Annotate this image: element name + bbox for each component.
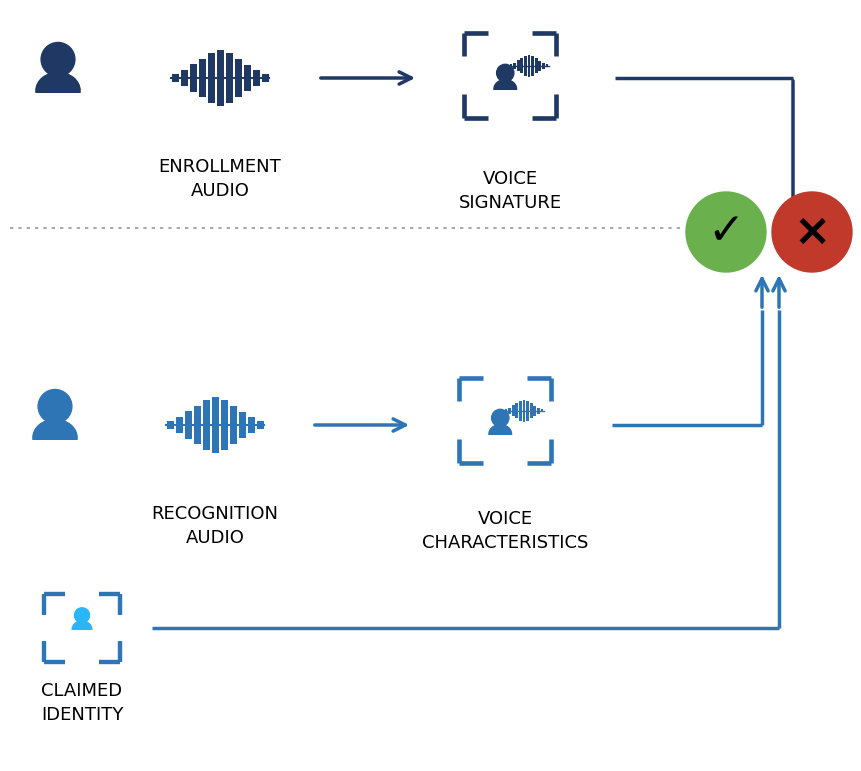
Bar <box>216 50 224 106</box>
Bar <box>171 74 178 82</box>
Bar <box>483 90 528 106</box>
Bar <box>226 53 232 103</box>
Bar <box>199 59 206 97</box>
Bar <box>546 64 548 67</box>
Bar <box>244 65 251 91</box>
Circle shape <box>686 192 766 272</box>
Bar <box>202 400 209 450</box>
Bar <box>262 74 269 82</box>
Bar <box>531 56 534 76</box>
Text: ✓: ✓ <box>708 210 745 254</box>
Bar <box>523 399 525 422</box>
Bar <box>176 417 183 433</box>
Text: VOICE
SIGNATURE: VOICE SIGNATURE <box>458 170 561 211</box>
Bar <box>533 406 536 416</box>
Bar <box>247 417 255 433</box>
Bar <box>511 406 515 416</box>
Bar <box>519 401 522 421</box>
Bar <box>220 400 227 450</box>
Ellipse shape <box>489 425 511 443</box>
Text: ENROLLMENT
AUDIO: ENROLLMENT AUDIO <box>158 158 282 200</box>
Bar <box>528 55 530 77</box>
Circle shape <box>75 608 90 623</box>
Bar <box>208 53 214 103</box>
Bar <box>517 60 520 72</box>
Circle shape <box>492 409 509 426</box>
Bar <box>234 59 241 97</box>
Bar <box>520 58 523 73</box>
Text: RECOGNITION
AUDIO: RECOGNITION AUDIO <box>152 505 278 547</box>
Bar <box>541 409 543 412</box>
Bar <box>230 406 237 444</box>
Bar <box>535 58 537 73</box>
Bar <box>538 61 542 71</box>
Circle shape <box>41 42 75 76</box>
Bar <box>537 408 540 414</box>
Bar <box>11 440 99 471</box>
Bar <box>252 70 259 86</box>
Bar <box>166 421 174 429</box>
Circle shape <box>38 389 72 423</box>
Ellipse shape <box>36 72 80 109</box>
Ellipse shape <box>72 621 92 638</box>
Bar <box>184 411 191 439</box>
Circle shape <box>772 192 852 272</box>
Bar <box>530 403 533 419</box>
Bar <box>542 62 545 69</box>
Bar <box>526 401 529 421</box>
Bar <box>181 70 188 86</box>
Bar <box>478 436 523 451</box>
Bar <box>14 93 102 124</box>
Bar <box>62 631 102 644</box>
Ellipse shape <box>494 79 517 98</box>
Circle shape <box>497 64 514 82</box>
Bar <box>510 64 512 67</box>
Bar <box>508 408 511 414</box>
Text: CLAIMED
IDENTITY: CLAIMED IDENTITY <box>40 682 123 724</box>
Bar <box>513 62 516 69</box>
Bar <box>524 56 527 76</box>
Ellipse shape <box>33 419 77 456</box>
Bar <box>189 64 196 92</box>
Text: VOICE
CHARACTERISTICS: VOICE CHARACTERISTICS <box>422 510 588 551</box>
Bar <box>257 421 263 429</box>
Text: ×: × <box>793 210 831 254</box>
Bar <box>238 412 245 438</box>
Bar <box>212 397 219 453</box>
Bar <box>194 406 201 444</box>
Bar <box>516 403 518 419</box>
Bar <box>505 409 507 412</box>
